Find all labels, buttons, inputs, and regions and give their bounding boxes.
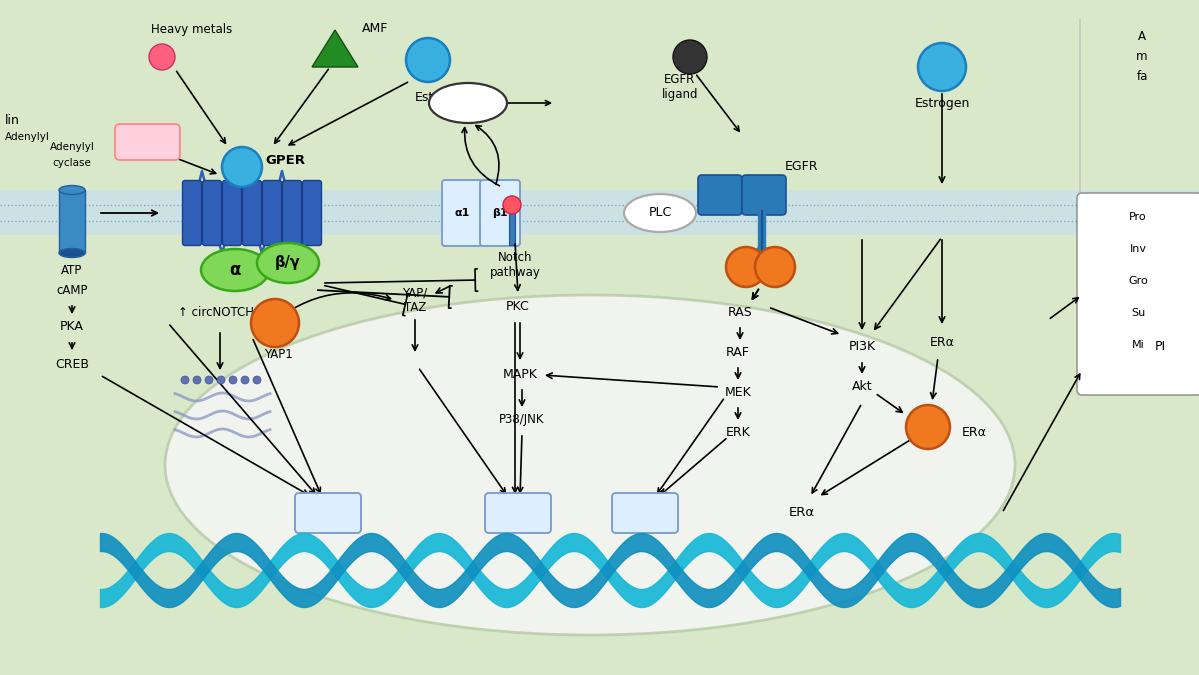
Text: Su: Su	[1131, 308, 1145, 318]
Circle shape	[229, 376, 237, 384]
Text: PKA: PKA	[60, 321, 84, 333]
FancyBboxPatch shape	[480, 180, 520, 246]
Text: Adenylyl: Adenylyl	[49, 142, 95, 152]
Circle shape	[217, 376, 225, 384]
Text: BPA: BPA	[134, 136, 161, 148]
FancyBboxPatch shape	[742, 175, 787, 215]
Text: MAPK: MAPK	[502, 369, 537, 381]
Text: α: α	[229, 261, 241, 279]
Text: RAF: RAF	[727, 346, 749, 360]
Ellipse shape	[623, 194, 695, 232]
Text: P: P	[923, 420, 933, 434]
Ellipse shape	[429, 83, 507, 123]
Text: TF: TF	[319, 506, 337, 520]
Text: ATP: ATP	[61, 263, 83, 277]
Circle shape	[755, 247, 795, 287]
Ellipse shape	[165, 295, 1016, 635]
FancyBboxPatch shape	[263, 180, 282, 246]
Text: PLC: PLC	[649, 207, 671, 219]
Ellipse shape	[257, 243, 319, 283]
FancyBboxPatch shape	[698, 175, 742, 215]
FancyBboxPatch shape	[223, 180, 241, 246]
Text: β/γ: β/γ	[275, 256, 301, 271]
Text: Inv: Inv	[1129, 244, 1146, 254]
Text: Heavy metals: Heavy metals	[151, 24, 233, 36]
Polygon shape	[312, 30, 359, 67]
Circle shape	[253, 376, 261, 384]
Circle shape	[241, 376, 249, 384]
Text: cAMP: cAMP	[56, 284, 88, 296]
Text: PKC: PKC	[506, 300, 530, 313]
Text: YAP1: YAP1	[264, 348, 293, 362]
FancyBboxPatch shape	[1077, 193, 1199, 395]
Text: ↑ circNOTCH1: ↑ circNOTCH1	[179, 306, 261, 319]
Circle shape	[906, 405, 950, 449]
Text: YAP/
TAZ: YAP/ TAZ	[403, 286, 428, 314]
Text: lin: lin	[5, 113, 20, 126]
Circle shape	[406, 38, 450, 82]
Text: EGFR
ligand: EGFR ligand	[662, 73, 698, 101]
Bar	[510, 205, 516, 245]
Text: MEK: MEK	[724, 387, 752, 400]
Circle shape	[181, 376, 189, 384]
FancyBboxPatch shape	[486, 493, 552, 533]
Text: ERα: ERα	[929, 337, 954, 350]
Text: P38/JNK: P38/JNK	[499, 414, 544, 427]
Text: EGFR: EGFR	[785, 161, 819, 173]
Circle shape	[918, 43, 966, 91]
Text: ERα: ERα	[789, 506, 815, 520]
Text: P: P	[741, 261, 751, 273]
Ellipse shape	[59, 248, 85, 257]
Bar	[0, 190, 1199, 236]
Text: fa: fa	[1137, 70, 1147, 84]
Text: Estrogen: Estrogen	[915, 97, 970, 109]
Text: TF: TF	[635, 506, 655, 520]
Circle shape	[222, 147, 263, 187]
Text: Akt: Akt	[851, 381, 873, 394]
Text: PI: PI	[1155, 340, 1167, 354]
Text: Adenylyl: Adenylyl	[5, 132, 50, 142]
FancyBboxPatch shape	[242, 180, 261, 246]
Text: Mi: Mi	[1132, 340, 1144, 350]
Ellipse shape	[201, 249, 269, 291]
Text: ERK: ERK	[725, 427, 751, 439]
Ellipse shape	[59, 186, 85, 194]
Text: m: m	[1137, 51, 1147, 63]
Bar	[59, 190, 85, 253]
FancyBboxPatch shape	[182, 180, 201, 246]
Text: PI3K: PI3K	[849, 340, 875, 354]
Circle shape	[149, 44, 175, 70]
FancyBboxPatch shape	[295, 493, 361, 533]
Circle shape	[205, 376, 213, 384]
FancyBboxPatch shape	[302, 180, 321, 246]
Text: Gro: Gro	[1128, 276, 1147, 286]
Text: ERα: ERα	[962, 427, 987, 439]
Circle shape	[727, 247, 766, 287]
FancyBboxPatch shape	[611, 493, 677, 533]
Text: GPER: GPER	[265, 153, 305, 167]
Text: Estrogen: Estrogen	[415, 90, 470, 103]
Text: RAS: RAS	[728, 306, 753, 319]
Text: Notch
pathway: Notch pathway	[489, 251, 541, 279]
Circle shape	[504, 196, 522, 214]
Text: P: P	[771, 261, 779, 273]
Text: MMP: MMP	[453, 97, 483, 109]
Text: TF: TF	[508, 506, 528, 520]
Text: cyclase: cyclase	[53, 158, 91, 168]
FancyBboxPatch shape	[203, 180, 222, 246]
Text: Pro: Pro	[1129, 212, 1146, 222]
Text: CREB: CREB	[55, 358, 89, 371]
Circle shape	[251, 299, 299, 347]
FancyBboxPatch shape	[115, 124, 180, 160]
FancyBboxPatch shape	[283, 180, 301, 246]
Text: AMF: AMF	[362, 22, 388, 36]
Text: α1: α1	[454, 208, 470, 218]
Text: A: A	[1138, 30, 1146, 43]
Circle shape	[193, 376, 201, 384]
Circle shape	[673, 40, 707, 74]
FancyBboxPatch shape	[442, 180, 482, 246]
Text: β1: β1	[492, 208, 508, 218]
Text: P: P	[270, 316, 281, 330]
